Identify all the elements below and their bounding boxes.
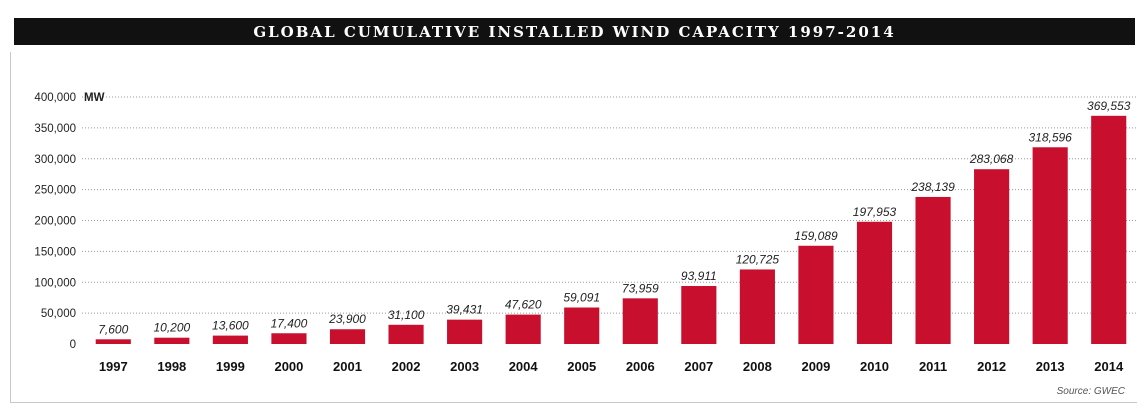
- x-tick-label: 2004: [509, 359, 539, 374]
- bar-value-label: 369,553: [1087, 99, 1131, 113]
- bar-value-label: 318,596: [1028, 130, 1072, 144]
- bar-value-label: 47,620: [505, 298, 542, 312]
- x-tick-label: 2006: [626, 359, 655, 374]
- bar: [622, 298, 658, 344]
- bar: [1032, 147, 1068, 344]
- bar-value-label: 10,200: [153, 321, 190, 335]
- bar-value-label: 73,959: [622, 281, 659, 295]
- bar: [271, 333, 307, 344]
- bar-value-label: 13,600: [212, 319, 249, 333]
- y-tick-label: 300,000: [34, 154, 76, 166]
- x-tick-label: 2014: [1094, 359, 1124, 374]
- bar-value-label: 39,431: [446, 303, 483, 317]
- x-tick-label: 2012: [977, 359, 1006, 374]
- x-tick-label: 2005: [567, 359, 596, 374]
- title-bar: GLOBAL CUMULATIVE INSTALLED WIND CAPACIT…: [14, 18, 1135, 45]
- x-tick-label: 2013: [1036, 359, 1065, 374]
- bar: [915, 196, 951, 344]
- x-tick-label: 1998: [157, 359, 186, 374]
- x-tick-label: 2009: [801, 359, 830, 374]
- bar: [564, 307, 600, 344]
- bar-value-label: 31,100: [388, 308, 425, 322]
- x-tick-label: 2007: [684, 359, 713, 374]
- chart-title: GLOBAL CUMULATIVE INSTALLED WIND CAPACIT…: [253, 22, 896, 41]
- bar: [798, 245, 834, 344]
- y-tick-label: 350,000: [34, 123, 76, 135]
- bar: [212, 335, 248, 344]
- bar-value-label: 283,068: [969, 152, 1014, 166]
- bar-value-label: 238,139: [910, 180, 955, 194]
- x-tick-label: 1997: [99, 359, 128, 374]
- bar-value-label: 197,953: [853, 205, 897, 219]
- y-tick-label: 200,000: [34, 216, 76, 228]
- x-tick-label: 2002: [392, 359, 421, 374]
- bar: [447, 319, 483, 344]
- bar-value-label: 59,091: [563, 291, 600, 305]
- y-tick-label: 150,000: [34, 246, 76, 258]
- x-tick-label: 2001: [333, 359, 362, 374]
- bar-value-label: 23,900: [328, 312, 366, 326]
- x-tick-label: 2000: [274, 359, 303, 374]
- bar: [388, 324, 424, 344]
- source-note: Source: GWEC: [1056, 386, 1125, 397]
- y-tick-label: 0: [70, 339, 76, 351]
- bar: [505, 314, 541, 344]
- x-tick-label: 2011: [919, 359, 947, 374]
- y-tick-label: 100,000: [34, 277, 76, 289]
- bar: [95, 339, 131, 344]
- y-tick-label: 50,000: [41, 308, 76, 320]
- bar: [856, 221, 893, 344]
- y-tick-label: 250,000: [34, 185, 76, 197]
- bar: [154, 337, 190, 344]
- bar: [681, 286, 717, 344]
- bar: [739, 269, 775, 344]
- x-tick-label: 1999: [216, 359, 245, 374]
- x-tick-label: 2003: [450, 359, 479, 374]
- x-tick-label: 2008: [743, 359, 772, 374]
- bar-value-label: 159,089: [794, 229, 838, 243]
- chart-border: [10, 52, 1137, 403]
- bar-value-label: 93,911: [681, 269, 717, 283]
- bar: [974, 169, 1010, 344]
- bar-value-label: 7,600: [98, 322, 128, 336]
- bar: [329, 329, 366, 344]
- bar-value-label: 17,400: [271, 316, 308, 330]
- y-axis-unit: MW: [84, 92, 105, 104]
- bar-value-label: 120,725: [736, 252, 780, 266]
- bar: [1091, 115, 1127, 344]
- y-tick-label: 400,000: [34, 92, 76, 104]
- x-tick-label: 2010: [860, 359, 889, 374]
